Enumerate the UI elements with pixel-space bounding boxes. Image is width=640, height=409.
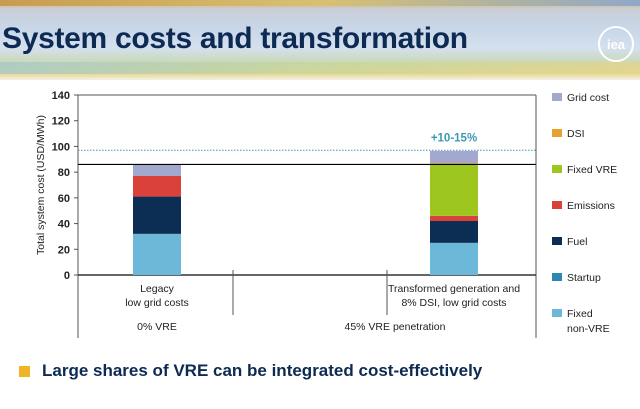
bar-segment-grid-cost — [133, 164, 181, 176]
legend-label: DSI — [567, 128, 585, 140]
legend-swatch — [552, 309, 562, 317]
legend-swatch — [552, 273, 562, 281]
y-tick-label: 100 — [52, 141, 70, 153]
bar-segment-fuel — [133, 196, 181, 234]
legend-label: Fixed VRE — [567, 164, 617, 176]
legend-label: Grid cost — [567, 92, 609, 104]
increase-annotation: +10-15% — [431, 132, 477, 144]
group-label: 45% VRE penetration — [345, 321, 446, 333]
bar-segment-fixed-non-vre — [133, 233, 181, 275]
header-stripe — [0, 0, 640, 6]
y-tick-label: 140 — [52, 90, 70, 102]
category-label: 8% DSI, low grid costs — [401, 297, 506, 309]
y-tick-label: 20 — [58, 244, 70, 256]
legend-label: Fixed — [567, 308, 593, 320]
bar-segment-fixed-non-vre — [430, 242, 478, 275]
y-tick-label: 120 — [52, 116, 70, 128]
legend-swatch — [552, 165, 562, 173]
y-axis-label: Total system cost (USD/MWh) — [35, 115, 47, 255]
legend-swatch — [552, 93, 562, 101]
y-tick-label: 0 — [64, 270, 70, 282]
slide-title: System costs and transformation — [2, 22, 468, 55]
header-band — [0, 62, 640, 74]
bar-segment-dsi — [430, 163, 478, 165]
group-label: 0% VRE — [137, 321, 177, 333]
category-label: Transformed generation and — [388, 283, 520, 295]
legend-swatch — [552, 129, 562, 137]
legend-label: Startup — [567, 272, 601, 284]
legend-label: non-VRE — [567, 323, 610, 335]
category-label: low grid costs — [125, 297, 189, 309]
bar-segment-grid-cost — [430, 150, 478, 164]
bar-segment-fuel — [430, 221, 478, 243]
legend-swatch — [552, 237, 562, 245]
legend-swatch — [552, 201, 562, 209]
iea-logo: iea — [598, 26, 634, 62]
bullet-square-icon — [19, 366, 30, 377]
legend-label: Fuel — [567, 236, 587, 248]
y-tick-label: 60 — [58, 193, 70, 205]
bar-segment-emissions — [430, 215, 478, 221]
y-tick-label: 40 — [58, 219, 70, 231]
legend-label: Emissions — [567, 200, 615, 212]
category-label: Legacy — [140, 283, 175, 295]
y-tick-label: 80 — [58, 167, 70, 179]
bar-segment-emissions — [133, 176, 181, 197]
bullet-text: Large shares of VRE can be integrated co… — [42, 361, 483, 380]
slide-header: System costs and transformation iea — [0, 0, 640, 80]
bar-segment-fixed-vre — [430, 164, 478, 216]
